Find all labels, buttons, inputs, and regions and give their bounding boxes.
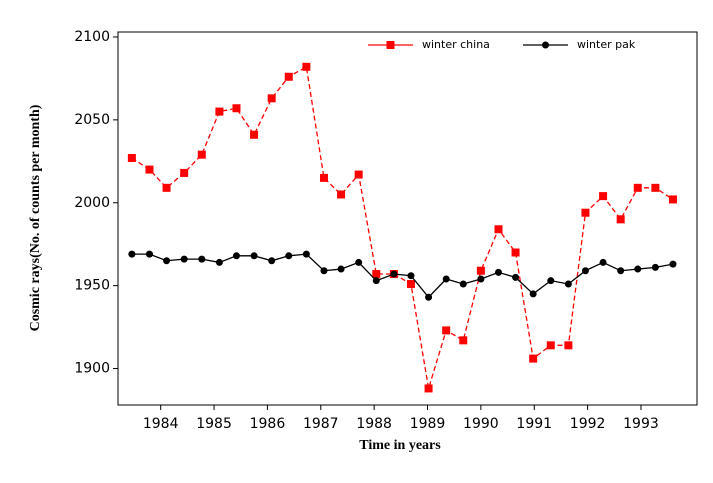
y-tick-label: 1950: [74, 278, 110, 294]
data-point: [617, 267, 625, 275]
x-tick-label: 1993: [623, 416, 659, 432]
data-point: [668, 195, 677, 204]
data-point: [581, 267, 589, 275]
data-point: [354, 170, 363, 179]
data-point: [599, 192, 608, 201]
data-point: [406, 279, 415, 288]
data-point: [424, 384, 433, 393]
data-point: [512, 273, 520, 281]
x-tick-label: 1992: [570, 416, 606, 432]
data-point: [197, 150, 206, 159]
legend-marker: [542, 41, 549, 49]
y-axis-label: Cosmic rays(No. of counts per month): [28, 104, 43, 331]
legend-label: winter china: [422, 38, 490, 51]
data-point: [529, 290, 537, 298]
data-point: [215, 107, 224, 116]
data-point: [425, 293, 433, 301]
data-point: [302, 250, 310, 258]
data-point: [494, 225, 503, 234]
y-tick-label: 2100: [74, 29, 110, 45]
data-point: [599, 258, 607, 266]
data-point: [372, 270, 381, 279]
data-point: [669, 260, 677, 268]
data-point: [337, 265, 345, 273]
data-point: [494, 268, 502, 276]
x-tick-label: 1990: [463, 416, 499, 432]
data-point: [459, 336, 468, 345]
data-point: [284, 72, 293, 81]
data-point: [634, 265, 642, 273]
x-tick-label: 1986: [250, 416, 286, 432]
data-point: [127, 153, 136, 162]
plot-frame: [117, 31, 698, 406]
data-point: [529, 354, 538, 363]
data-point: [268, 257, 276, 265]
series-line: [131, 65, 674, 389]
data-point: [319, 173, 328, 182]
data-point: [337, 190, 346, 199]
data-point: [547, 277, 555, 285]
data-point: [232, 104, 241, 113]
x-tick-label: 1984: [143, 416, 179, 432]
data-point: [546, 341, 555, 350]
data-point: [163, 257, 171, 265]
data-point: [162, 183, 171, 192]
data-point: [250, 252, 258, 260]
x-tick-label: 1988: [356, 416, 392, 432]
legend-marker: [386, 41, 395, 49]
data-point: [476, 266, 485, 275]
data-point: [442, 326, 451, 335]
data-point: [250, 130, 259, 139]
data-point: [232, 252, 240, 260]
data-point: [459, 280, 467, 288]
data-point: [215, 258, 223, 266]
data-point: [302, 62, 311, 71]
data-point: [651, 183, 660, 192]
data-point: [198, 255, 206, 263]
data-point: [616, 215, 625, 224]
x-tick-label: 1985: [196, 416, 232, 432]
data-point: [372, 277, 380, 285]
data-point: [180, 255, 188, 263]
data-point: [564, 280, 572, 288]
y-tick-label: 2000: [74, 195, 110, 211]
series-line: [131, 253, 674, 299]
data-point: [180, 168, 189, 177]
data-point: [320, 267, 328, 275]
data-point: [477, 275, 485, 283]
data-point: [407, 272, 415, 280]
data-point: [267, 94, 276, 103]
x-tick-label: 1989: [410, 416, 446, 432]
data-point: [651, 263, 659, 271]
data-point: [145, 165, 154, 174]
data-point: [581, 208, 590, 217]
data-point: [128, 250, 136, 258]
data-point: [511, 248, 520, 257]
data-point: [564, 341, 573, 350]
legend-label: winter pak: [577, 38, 636, 51]
data-point: [145, 250, 153, 258]
data-point: [390, 270, 398, 278]
x-axis-label: Time in years: [359, 438, 441, 453]
data-point: [442, 275, 450, 283]
data-point: [285, 252, 293, 260]
data-point: [355, 258, 363, 266]
y-tick-label: 1900: [74, 361, 110, 377]
data-point: [633, 183, 642, 192]
x-tick-label: 1987: [303, 416, 339, 432]
y-tick-label: 2050: [74, 112, 110, 128]
x-tick-label: 1991: [516, 416, 552, 432]
